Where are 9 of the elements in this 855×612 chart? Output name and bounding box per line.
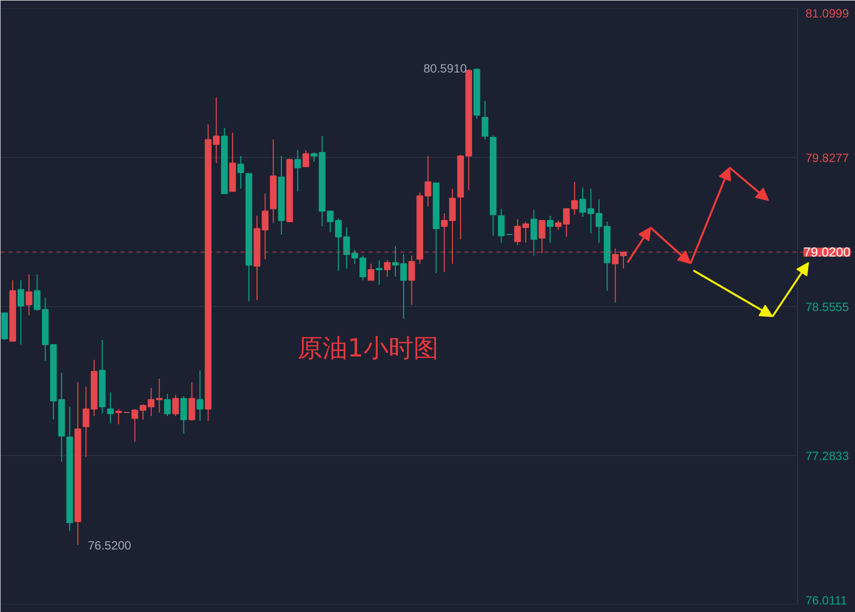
y-tick-label: 81.0999 <box>806 6 850 20</box>
annotation: 80.5910 <box>423 62 468 76</box>
ref-line-label: 79.0200 <box>804 244 850 260</box>
y-tick-label: 76.0111 <box>806 594 848 608</box>
annotation: 原油1小时图 <box>298 334 438 362</box>
y-tick-label: 79.8277 <box>806 151 850 165</box>
annotation: 76.5200 <box>88 538 132 552</box>
y-tick-label: 77.2833 <box>806 449 850 463</box>
y-tick-label: 78.5555 <box>806 300 850 314</box>
